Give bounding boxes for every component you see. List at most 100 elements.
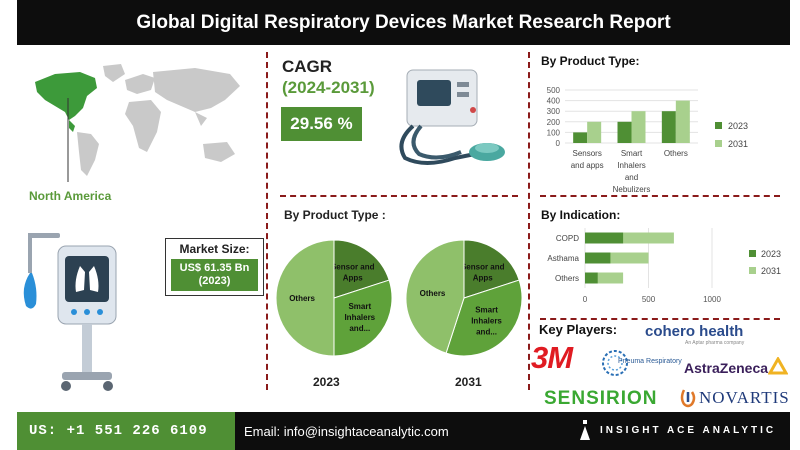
legend-swatch (749, 267, 756, 274)
bar-2023 (585, 232, 624, 244)
x-tick-label: and (625, 173, 638, 182)
market-size-year: (2023) (198, 275, 231, 287)
divider-right-h1 (540, 195, 780, 197)
market-size-value: US$ 61.35 Bn (179, 262, 250, 274)
report-title: Global Digital Respiratory Devices Marke… (17, 0, 790, 45)
y-tick-label: 400 (547, 97, 561, 106)
divider-mid-h (280, 195, 518, 197)
brand-logo-icon (580, 420, 590, 440)
divider-right (528, 52, 530, 390)
divider-left (266, 52, 268, 390)
pie-slice (445, 279, 523, 357)
logo-astrazeneca: AstraZeneca (684, 357, 789, 379)
world-map (35, 64, 240, 182)
legend-swatch (715, 122, 722, 129)
footer-phone: US: +1 551 226 6109 (17, 412, 235, 450)
cagr-title: CAGR (282, 57, 333, 76)
y-tick-label: 100 (547, 128, 561, 137)
x-tick-label: 0 (583, 295, 588, 304)
region-label: North America (29, 189, 112, 203)
pneuma-swirl-icon (602, 350, 628, 376)
pie-label: and... (349, 324, 370, 333)
email-text: Email: info@insightaceanalytic.com (244, 423, 449, 439)
y-tick-label: 0 (556, 139, 561, 148)
pie-label: Inhalers (344, 313, 375, 322)
bar-2023 (661, 111, 676, 143)
legend-label: 2031 (728, 139, 748, 149)
pie-year-2031: 2031 (455, 375, 482, 389)
y-tick-label: Asthama (547, 254, 579, 263)
legend-label: 2031 (761, 266, 781, 276)
astrazeneca-mark-icon (768, 357, 789, 375)
cagr-period: (2024-2031) (282, 78, 375, 97)
y-tick-label: Others (555, 274, 579, 283)
bar-2023 (585, 252, 611, 264)
pie-slice (333, 279, 393, 357)
legend-swatch (715, 140, 722, 147)
pie-label: Others (420, 289, 446, 298)
pie-year-2023: 2023 (313, 375, 340, 389)
legend-swatch (749, 250, 756, 257)
legend-label: 2023 (761, 249, 781, 259)
legend-label: 2023 (728, 121, 748, 131)
x-tick-label: Smart (621, 149, 643, 158)
x-tick-label: Others (664, 149, 688, 158)
pie-label: Sensor and (461, 263, 505, 272)
cohero-label: cohero health (645, 323, 744, 340)
y-tick-label: COPD (556, 234, 579, 243)
novartis-flame-icon (680, 389, 696, 408)
ventilator-illustration (23, 233, 117, 391)
pie-charts: Sensor and Apps Smart Inhalers and... Others S… (275, 239, 523, 357)
pie-label: Smart (348, 302, 371, 311)
x-tick-label: Inhalers (617, 161, 645, 170)
pie-label: Smart (475, 306, 498, 315)
indication-title: By Indication: (541, 208, 621, 222)
y-tick-label: 500 (547, 86, 561, 95)
product-bar-title: By Product Type: (541, 54, 640, 68)
pie-label: and... (476, 328, 497, 337)
pie-label: Others (289, 294, 315, 303)
pie-label: Sensor and (331, 263, 375, 272)
pie-slice (463, 239, 520, 299)
bar-2031 (587, 121, 602, 143)
bar-2031 (675, 100, 690, 143)
bar-2023 (573, 132, 588, 143)
y-tick-label: 300 (547, 107, 561, 116)
bar-2031 (585, 272, 624, 284)
divider-right-h2 (540, 318, 780, 320)
footer-email: Email: info@insightaceanalytic.com (235, 412, 790, 450)
x-tick-label: Sensors (572, 149, 601, 158)
bar-2023 (617, 121, 632, 143)
bar-2031 (585, 252, 649, 264)
pie-slice (275, 239, 335, 357)
x-tick-label: 500 (642, 295, 656, 304)
pie-section-title: By Product Type : (284, 208, 386, 222)
pie-label: Inhalers (471, 317, 502, 326)
footer-brand: INSIGHT ACE ANALYTIC (578, 420, 776, 440)
astrazeneca-label: AstraZeneca (684, 360, 769, 376)
pneuma-label: Pneuma Respiratory (618, 358, 682, 365)
pie-slice (333, 239, 390, 299)
market-size-box: Market Size: US$ 61.35 Bn (2023) (165, 238, 264, 296)
cagr-value: 29.56 % (281, 107, 362, 141)
x-tick-label: Nebulizers (613, 185, 651, 194)
pie-label: Apps (343, 274, 364, 283)
phone-text: US: +1 551 226 6109 (29, 423, 208, 439)
y-tick-label: 200 (547, 118, 561, 127)
bar-2031 (585, 232, 674, 244)
x-tick-label: 1000 (703, 295, 721, 304)
logo-novartis: NOVARTIS (680, 388, 790, 408)
pie-slice (405, 239, 465, 354)
novartis-label: NOVARTIS (699, 388, 790, 407)
bar-2023 (585, 272, 598, 284)
logo-sensirion: SENSIRION (544, 388, 658, 409)
x-tick-label: and apps (571, 161, 604, 170)
indication-bar-chart: 0 500 1000 COPD Asthama Others 2023 2031 (547, 228, 781, 304)
medical-device-illustration (399, 69, 505, 165)
bar-2031 (631, 111, 646, 143)
pie-label: Apps (473, 274, 494, 283)
logo-cohero: cohero health An Aptar pharma company (645, 323, 744, 346)
brand-text: INSIGHT ACE ANALYTIC (600, 424, 777, 436)
cohero-tagline: An Aptar pharma company (685, 340, 745, 346)
